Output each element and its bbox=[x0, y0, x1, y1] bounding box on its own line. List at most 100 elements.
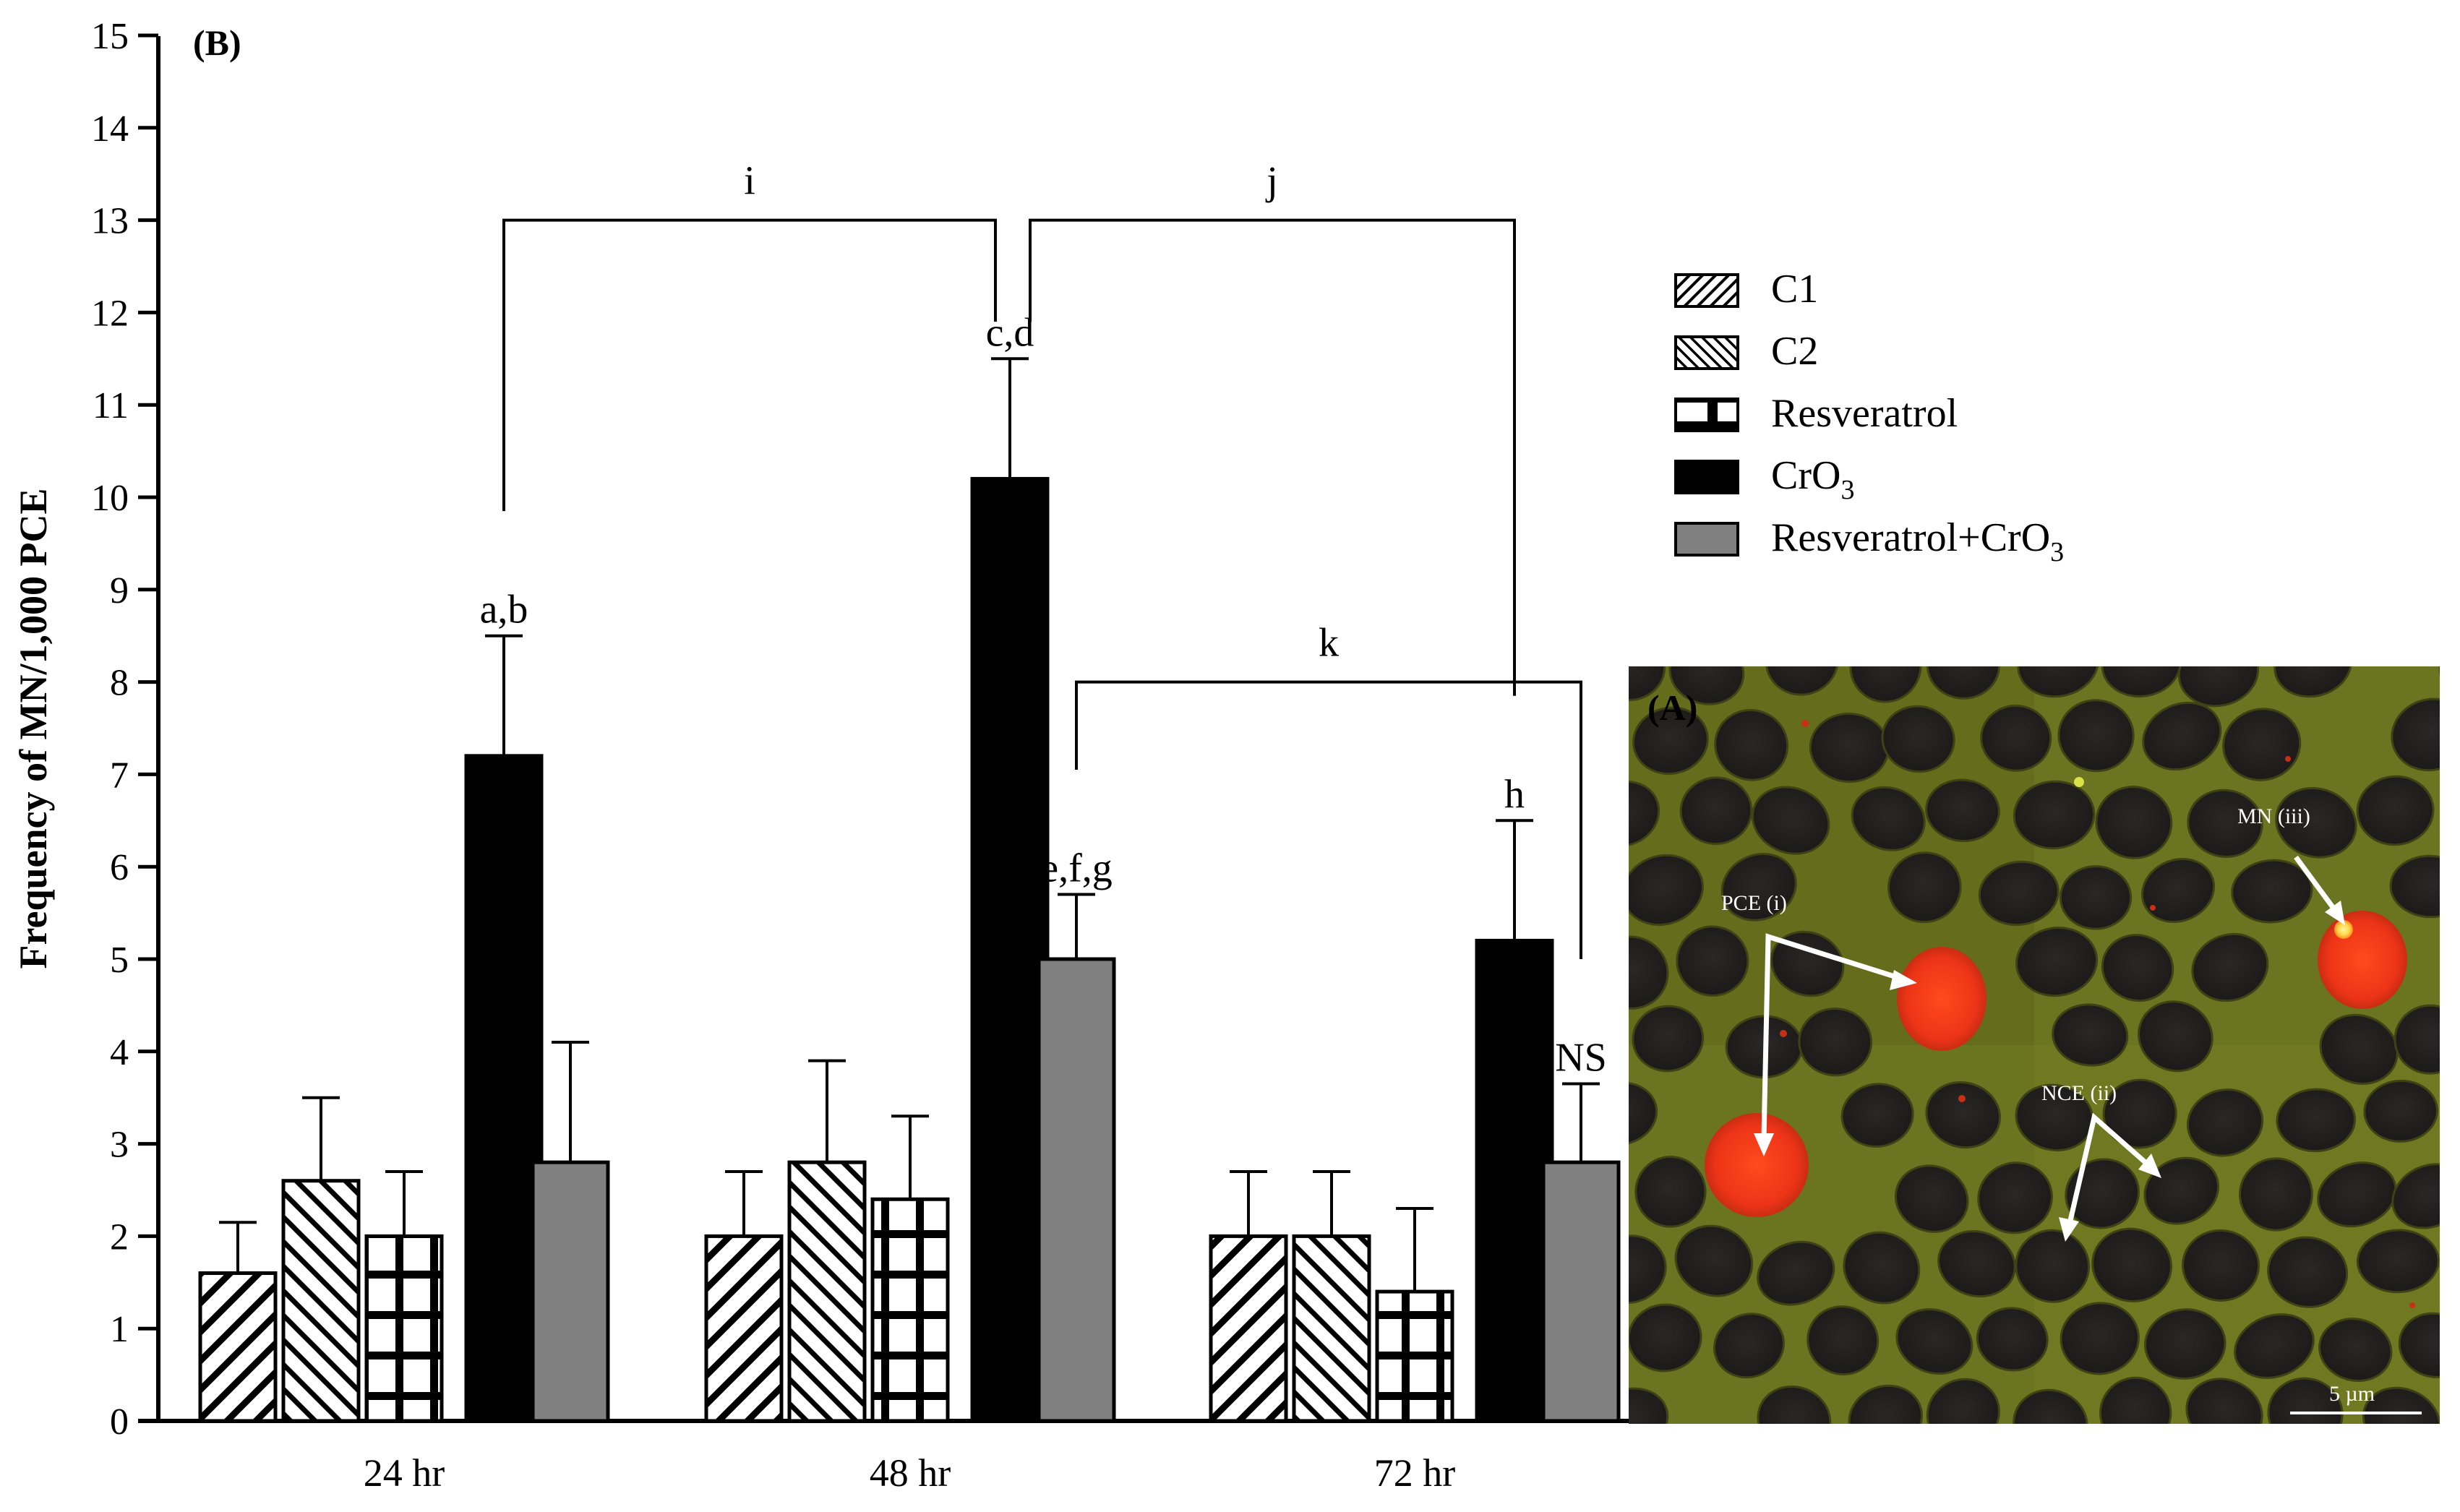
nce-cell bbox=[2391, 1163, 2440, 1229]
nce-cell bbox=[1674, 1224, 1754, 1297]
nce-cell bbox=[2438, 1227, 2460, 1305]
nce-cell bbox=[1757, 1385, 1832, 1424]
nce-cell bbox=[1843, 1231, 1921, 1305]
significance-label: NS bbox=[1555, 1036, 1607, 1081]
pce-cell bbox=[1705, 947, 1987, 1217]
y-tick-label: 8 bbox=[110, 663, 129, 704]
nce-cell bbox=[2052, 1003, 2129, 1067]
nce-cell bbox=[2095, 786, 2173, 859]
nce-cell bbox=[1840, 1083, 1914, 1148]
bracket-label: i bbox=[744, 159, 755, 204]
nce-cell bbox=[2222, 708, 2302, 781]
nce-cell bbox=[1977, 1161, 2053, 1234]
y-tick-label: 9 bbox=[110, 570, 129, 611]
nce-cell bbox=[2013, 780, 2096, 850]
significance-bracket bbox=[1029, 218, 1516, 696]
y-tick-label: 15 bbox=[91, 16, 129, 57]
micro-label-nce: NCE (ii) bbox=[2041, 1081, 2117, 1105]
y-tick-label: 6 bbox=[110, 847, 129, 888]
nce-cell bbox=[2363, 1079, 2438, 1143]
nce-cell bbox=[2186, 1088, 2264, 1157]
y-tick-label: 7 bbox=[110, 755, 129, 796]
nce-cell bbox=[1634, 1156, 1707, 1228]
nce-cell bbox=[2276, 1088, 2357, 1153]
bar bbox=[1475, 938, 1554, 1423]
nce-cell bbox=[1720, 852, 1797, 922]
nce-cell bbox=[2275, 786, 2357, 859]
significance-bracket bbox=[1075, 680, 1582, 959]
legend-swatch bbox=[1674, 335, 1739, 370]
bar bbox=[1292, 1234, 1371, 1423]
nce-cell bbox=[1629, 1234, 1667, 1305]
nce-cell bbox=[2318, 1318, 2393, 1383]
nce-cell bbox=[1757, 1240, 1835, 1306]
nce-cell bbox=[1714, 709, 1789, 781]
svg-text:5 µm: 5 µm bbox=[2329, 1382, 2375, 1406]
y-tick-label: 2 bbox=[110, 1216, 129, 1258]
nce-cell bbox=[1765, 666, 1839, 696]
nce-cell bbox=[1976, 1307, 2049, 1372]
nce-cell bbox=[2317, 1161, 2397, 1228]
bar bbox=[1541, 1160, 1621, 1423]
nce-cell bbox=[1925, 1081, 2002, 1149]
nce-cell bbox=[2059, 865, 2133, 930]
nce-cell bbox=[2101, 934, 2174, 1002]
nce-cell bbox=[2143, 1156, 2220, 1225]
bar bbox=[1209, 1234, 1288, 1423]
bar bbox=[787, 1160, 867, 1423]
nce-cell bbox=[1629, 781, 1660, 847]
legend-swatch bbox=[1674, 398, 1739, 432]
legend-swatch bbox=[1674, 273, 1739, 308]
micro-label-mn: MN (iii) bbox=[2237, 804, 2310, 828]
annotation-arrows bbox=[1754, 855, 2345, 1242]
nce-cell bbox=[2177, 666, 2260, 708]
category-label: 72 hr bbox=[1374, 1451, 1456, 1495]
nce-cell bbox=[2138, 1000, 2213, 1073]
nce-cell bbox=[1926, 666, 2000, 700]
bar-labels: a,b c,d e,f,g h NS bbox=[480, 310, 1607, 1080]
nce-cell bbox=[2239, 1157, 2313, 1232]
nce-cell bbox=[2017, 666, 2100, 698]
nce-cell bbox=[2140, 858, 2216, 924]
nce-cell bbox=[2144, 1308, 2227, 1380]
micro-label-pce: PCE (i) bbox=[1721, 891, 1787, 915]
nce-cell bbox=[2273, 666, 2352, 698]
legend-label: C2 bbox=[1771, 329, 1818, 374]
category-labels: 24 hr 48 hr 72 hr bbox=[364, 1451, 1456, 1495]
panel-label-b: (B) bbox=[193, 22, 241, 63]
nce-cell bbox=[1629, 1081, 1658, 1146]
nce-cell bbox=[2267, 1236, 2349, 1308]
y-tick-label: 4 bbox=[110, 1032, 129, 1073]
bar bbox=[531, 1160, 610, 1423]
bar bbox=[870, 1197, 950, 1423]
nce-cell bbox=[2234, 1313, 2315, 1379]
significance-label: a,b bbox=[480, 588, 528, 632]
nce-cell bbox=[1713, 1313, 1785, 1379]
nce-cell bbox=[1807, 1305, 1880, 1376]
nce-cell bbox=[1629, 666, 1666, 702]
nce-cell bbox=[1770, 930, 1845, 997]
nce-cell bbox=[2102, 1078, 2177, 1149]
y-tick-label: 3 bbox=[110, 1125, 129, 1166]
bar bbox=[464, 754, 544, 1423]
nce-cell bbox=[2398, 1312, 2440, 1378]
nce-cell bbox=[1629, 935, 1669, 1010]
bracket-label: j bbox=[1265, 159, 1278, 204]
nce-cell bbox=[1676, 925, 1749, 997]
nce-cell bbox=[2065, 1158, 2140, 1229]
legend: C1 C2 Resveratrol CrO3 Resveratrol+CrO3 bbox=[1674, 267, 2064, 567]
nce-cell bbox=[2187, 789, 2263, 858]
nce-cell bbox=[2438, 666, 2440, 703]
nce-cell bbox=[2443, 925, 2460, 1008]
nce-cell bbox=[2362, 1386, 2440, 1424]
micrograph-inset: PCE (i) NCE (ii) MN (iii) 5 µm (A) bbox=[1629, 666, 2460, 1424]
y-tick-label: 1 bbox=[110, 1309, 129, 1350]
nce-cell bbox=[1629, 854, 1704, 926]
significance-brackets: i j k bbox=[502, 159, 1582, 959]
error-bars bbox=[219, 357, 1600, 1292]
nce-cell bbox=[1798, 1007, 1873, 1077]
legend-swatch bbox=[1674, 460, 1739, 494]
nce-cell bbox=[2142, 701, 2222, 771]
panel-label-a: (A) bbox=[1647, 687, 1697, 728]
